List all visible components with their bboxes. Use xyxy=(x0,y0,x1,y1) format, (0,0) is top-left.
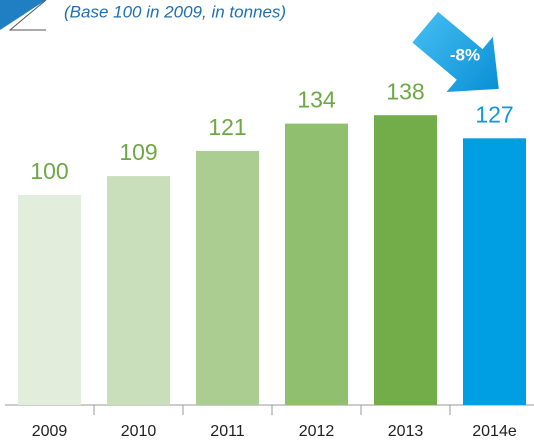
bar xyxy=(18,195,81,405)
bar xyxy=(463,138,526,406)
bar xyxy=(196,150,259,405)
arrow xyxy=(412,11,499,93)
arrow-shape xyxy=(412,11,499,93)
bar xyxy=(285,123,348,405)
value-label: 127 xyxy=(475,101,513,127)
x-tick-label: 2009 xyxy=(32,423,68,440)
bar xyxy=(107,176,170,405)
value-label: 121 xyxy=(208,114,246,140)
annotation: -8% xyxy=(450,45,480,64)
value-label: 138 xyxy=(386,78,424,104)
value-label: 134 xyxy=(297,87,336,113)
value-label: 100 xyxy=(30,158,68,184)
x-tick-label: 2013 xyxy=(388,423,424,440)
x-tick-label: 2010 xyxy=(121,423,157,440)
corner-icon xyxy=(0,0,46,30)
bar xyxy=(374,115,437,405)
x-tick-label: 2012 xyxy=(299,423,335,440)
subtitle: (Base 100 in 2009, in tonnes) xyxy=(64,2,286,21)
x-tick-label: 2014e xyxy=(472,423,517,440)
corner-icon-outline xyxy=(8,0,47,31)
value-label: 109 xyxy=(119,139,157,165)
x-tick-label: 2011 xyxy=(210,423,245,440)
